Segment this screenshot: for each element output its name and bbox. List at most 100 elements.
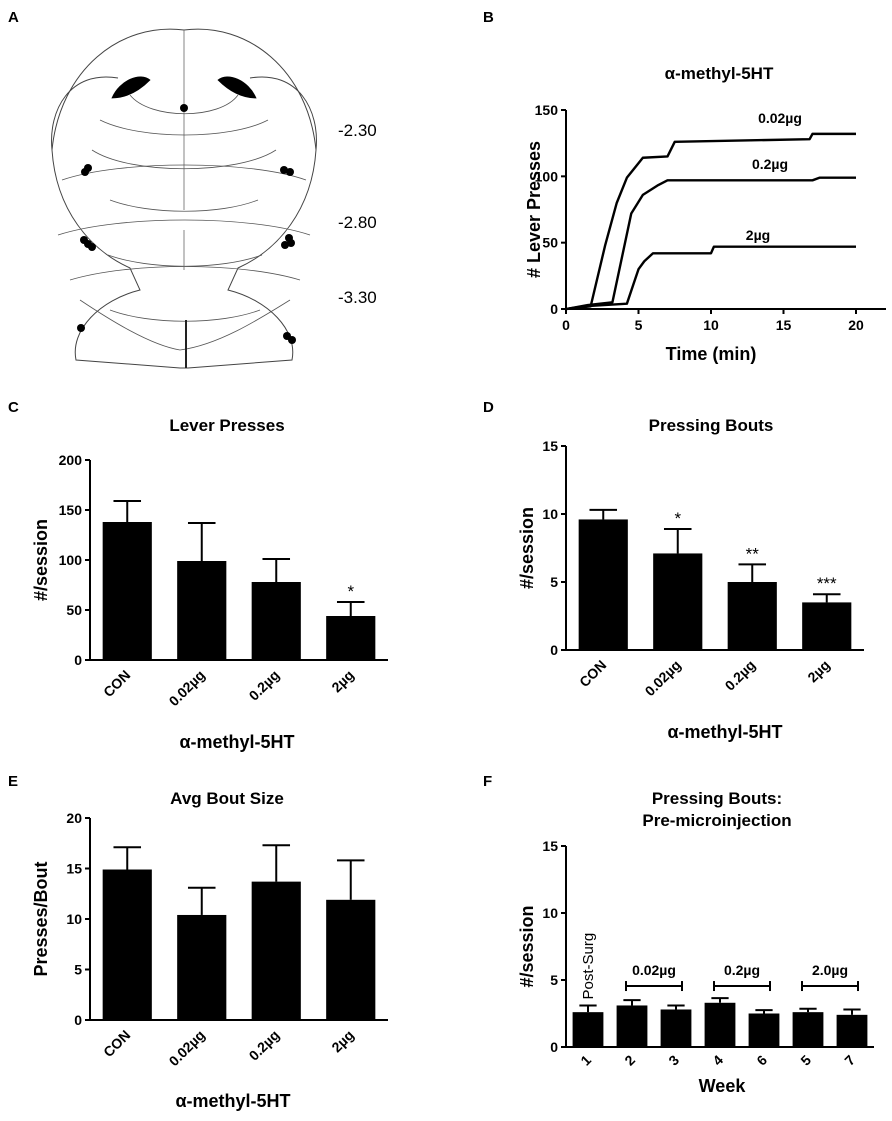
x-tick-label: 10: [703, 317, 719, 333]
category-label: 6: [753, 1052, 770, 1069]
chart-title: α-methyl-5HT: [665, 64, 774, 83]
category-label: CON: [576, 657, 609, 690]
bar: [177, 561, 227, 660]
category-label: 4: [709, 1052, 726, 1069]
category-label: CON: [100, 667, 133, 700]
bar: [653, 553, 703, 650]
y-tick-label: 5: [74, 962, 82, 978]
category-label: 0.2µg: [722, 657, 759, 694]
series-line: [565, 132, 856, 311]
y-tick-label: 0: [550, 301, 558, 317]
x-axis-label: α-methyl-5HT: [179, 732, 294, 752]
panel-label-e: E: [8, 773, 18, 790]
category-label: 2µg: [328, 667, 357, 696]
depth-label: -3.30: [338, 288, 377, 307]
significance-marker: *: [347, 582, 354, 601]
bar-chart-f: Pressing Bouts:Pre-microinjection051015#…: [517, 789, 874, 1096]
y-tick-label: 15: [66, 861, 82, 877]
y-tick-label: 150: [535, 102, 559, 118]
category-label: 2µg: [328, 1027, 357, 1056]
bar: [102, 522, 152, 660]
bracket-label: 0.2µg: [724, 962, 760, 978]
y-axis-label: #/session: [517, 905, 537, 987]
y-axis-label: #/session: [31, 519, 51, 601]
bar-chart-e: Avg Bout Size 0 5 10 15 20 Presses/Bout α-methy…: [31, 789, 388, 1111]
bar: [251, 881, 301, 1020]
bar: [616, 1005, 648, 1047]
depth-label: -2.30: [338, 121, 377, 140]
series-line: [565, 245, 856, 311]
bar: [704, 1002, 736, 1047]
category-label: 1: [577, 1052, 594, 1069]
y-tick-label: 0: [74, 1012, 82, 1028]
significance-marker: ***: [817, 574, 837, 593]
y-tick-label: 150: [59, 502, 83, 518]
panel-label-c: C: [8, 399, 19, 416]
y-tick-label: 0: [550, 1039, 558, 1055]
category-label: CON: [100, 1027, 133, 1060]
category-label: 2: [621, 1052, 638, 1069]
y-tick-label: 15: [542, 838, 558, 854]
depth-label: -2.80: [338, 213, 377, 232]
category-label: 0.02µg: [642, 657, 684, 699]
category-label: 5: [797, 1052, 814, 1069]
bracket-label: 0.02µg: [632, 962, 676, 978]
panel-label-a: A: [8, 9, 19, 26]
category-label: 0.2µg: [246, 667, 283, 704]
line-chart-b: α-methyl-5HT 0 50 100 150 0 5 10 15 20 Time (min) #…: [524, 64, 886, 364]
x-tick-label: 5: [635, 317, 643, 333]
panel-label-d: D: [483, 399, 494, 416]
chart-title: Lever Presses: [169, 416, 284, 435]
y-tick-label: 200: [59, 452, 83, 468]
bar: [251, 582, 301, 660]
y-tick-label: 100: [59, 552, 83, 568]
y-tick-label: 5: [550, 574, 558, 590]
significance-marker: *: [674, 509, 681, 528]
y-tick-label: 10: [542, 905, 558, 921]
series-line: [565, 176, 856, 311]
category-label: 2µg: [804, 657, 833, 686]
bar: [177, 914, 227, 1020]
category-label: 3: [665, 1052, 682, 1069]
bar: [572, 1012, 604, 1047]
bar: [326, 899, 376, 1020]
x-tick-label: 20: [848, 317, 864, 333]
category-label: 0.02µg: [166, 667, 208, 709]
y-tick-label: 5: [550, 972, 558, 988]
bar-chart-c: Lever Presses 0 50 100 150 200 #/session α-meth…: [31, 416, 388, 752]
y-tick-label: 10: [66, 911, 82, 927]
y-tick-label: 20: [66, 810, 82, 826]
bar: [578, 519, 628, 650]
y-axis-label: #/session: [517, 507, 537, 589]
panel-label-f: F: [483, 773, 492, 790]
y-tick-label: 0: [74, 652, 82, 668]
chart-title: Pressing Bouts:: [652, 789, 782, 808]
bar: [102, 869, 152, 1020]
bar-annotation: Post-Surg: [580, 933, 597, 1000]
y-tick-label: 100: [535, 168, 559, 184]
bar-chart-d: Pressing Bouts 0 5 10 15 #/session α-methyl-5H…: [517, 416, 864, 742]
series-label: 2µg: [746, 227, 770, 243]
x-axis-label: α-methyl-5HT: [175, 1091, 290, 1111]
bar: [748, 1013, 780, 1047]
y-tick-label: 15: [542, 438, 558, 454]
y-tick-label: 0: [550, 642, 558, 658]
series-label: 0.2µg: [752, 156, 788, 172]
bar: [802, 602, 852, 650]
y-tick-label: 10: [542, 506, 558, 522]
x-axis-label: Week: [699, 1076, 747, 1096]
chart-title: Pressing Bouts: [649, 416, 774, 435]
bar: [660, 1009, 692, 1047]
y-tick-label: 50: [66, 602, 82, 618]
bracket-label: 2.0µg: [812, 962, 848, 978]
chart-title: Avg Bout Size: [170, 789, 284, 808]
x-axis-label: Time (min): [666, 344, 757, 364]
category-label: 7: [841, 1052, 858, 1069]
chart-title: Pre-microinjection: [642, 811, 791, 830]
y-axis-label: # Lever Presses: [524, 141, 544, 278]
panel-label-b: B: [483, 9, 494, 26]
category-label: 0.2µg: [246, 1027, 283, 1064]
series-label: 0.02µg: [758, 110, 802, 126]
y-axis-label: Presses/Bout: [31, 861, 51, 976]
